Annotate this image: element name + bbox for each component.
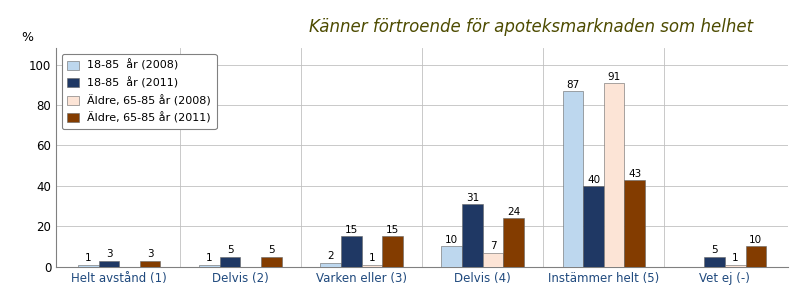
Bar (441, 246, 462, 267)
Text: 1: 1 (731, 253, 738, 263)
Bar (582, 186, 603, 267)
Text: 3: 3 (105, 249, 112, 259)
Bar (140, 261, 161, 267)
Bar (562, 91, 582, 267)
Text: 7: 7 (489, 241, 495, 251)
Text: 2: 2 (327, 251, 333, 261)
Bar (482, 252, 503, 267)
Text: 15: 15 (385, 225, 398, 235)
Text: 31: 31 (465, 193, 479, 203)
Text: Känner förtroende för apoteksmarknaden som helhet: Känner förtroende för apoteksmarknaden s… (308, 18, 752, 36)
Bar (219, 257, 240, 267)
Text: 91: 91 (607, 72, 620, 82)
Text: 1: 1 (368, 253, 375, 263)
Bar (503, 218, 524, 267)
Text: 43: 43 (627, 168, 641, 178)
Bar (199, 265, 219, 267)
Text: 1: 1 (206, 253, 213, 263)
Bar (724, 265, 744, 267)
Text: 5: 5 (226, 245, 233, 255)
Bar (261, 257, 281, 267)
Bar (744, 246, 765, 267)
Bar (703, 257, 724, 267)
Text: 10: 10 (748, 235, 761, 245)
Bar (603, 83, 624, 267)
Text: 24: 24 (507, 207, 520, 217)
Bar (99, 261, 119, 267)
Text: 1: 1 (85, 253, 92, 263)
Text: 15: 15 (344, 225, 357, 235)
Bar (381, 236, 402, 267)
Text: 87: 87 (565, 80, 579, 90)
Text: 3: 3 (147, 249, 153, 259)
Text: 40: 40 (586, 175, 599, 185)
Bar (320, 263, 340, 267)
Text: 5: 5 (267, 245, 275, 255)
Bar (624, 180, 644, 267)
Y-axis label: %: % (21, 31, 33, 44)
Text: 10: 10 (445, 235, 458, 245)
Bar (462, 204, 482, 267)
Bar (361, 265, 381, 267)
Legend: 18-85  år (2008), 18-85  år (2011), Äldre, 65-85 år (2008), Äldre, 65-85 år (201: 18-85 år (2008), 18-85 år (2011), Äldre,… (62, 54, 217, 129)
Bar (78, 265, 99, 267)
Bar (340, 236, 361, 267)
Text: 5: 5 (711, 245, 717, 255)
